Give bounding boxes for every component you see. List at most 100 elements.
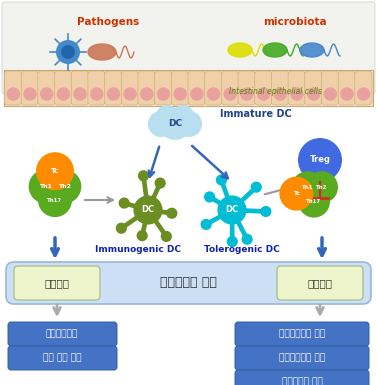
- Text: Th2: Th2: [316, 185, 328, 190]
- Circle shape: [172, 105, 194, 127]
- Text: Immature DC: Immature DC: [220, 109, 292, 119]
- Text: Tc: Tc: [51, 168, 59, 174]
- FancyBboxPatch shape: [104, 71, 122, 105]
- FancyBboxPatch shape: [271, 71, 288, 105]
- Circle shape: [251, 182, 262, 193]
- Circle shape: [156, 105, 178, 127]
- Circle shape: [41, 88, 53, 100]
- Circle shape: [298, 138, 342, 182]
- Circle shape: [218, 196, 247, 224]
- FancyBboxPatch shape: [205, 71, 222, 105]
- Circle shape: [57, 88, 69, 100]
- Text: Th17: Th17: [307, 199, 322, 204]
- Text: Treg: Treg: [310, 156, 331, 164]
- FancyBboxPatch shape: [188, 71, 205, 105]
- Text: DC: DC: [168, 119, 182, 129]
- Circle shape: [174, 88, 186, 100]
- FancyBboxPatch shape: [71, 71, 89, 105]
- Circle shape: [158, 88, 170, 100]
- Circle shape: [216, 174, 227, 186]
- Text: 이식거부반응 완화: 이식거부반응 완화: [279, 353, 325, 363]
- Circle shape: [341, 88, 353, 100]
- FancyBboxPatch shape: [138, 71, 155, 105]
- Circle shape: [138, 170, 149, 181]
- Circle shape: [166, 208, 178, 219]
- Circle shape: [24, 88, 36, 100]
- Circle shape: [242, 234, 253, 245]
- FancyBboxPatch shape: [121, 71, 138, 105]
- Circle shape: [159, 108, 191, 140]
- FancyBboxPatch shape: [88, 71, 105, 105]
- Text: microbiota: microbiota: [263, 17, 327, 27]
- Text: 자가면역질환 치료: 자가면역질환 치료: [279, 330, 325, 338]
- Text: 장내 감염 치료: 장내 감염 치료: [43, 353, 81, 363]
- FancyBboxPatch shape: [155, 71, 172, 105]
- Text: DC: DC: [141, 206, 155, 214]
- Circle shape: [133, 196, 162, 224]
- Circle shape: [176, 111, 202, 137]
- Circle shape: [155, 177, 166, 189]
- Circle shape: [257, 88, 270, 100]
- Text: Th1: Th1: [39, 184, 52, 189]
- Polygon shape: [300, 43, 324, 57]
- Circle shape: [74, 88, 86, 100]
- FancyBboxPatch shape: [38, 71, 55, 105]
- FancyBboxPatch shape: [14, 266, 100, 300]
- FancyBboxPatch shape: [255, 71, 272, 105]
- Circle shape: [61, 45, 75, 59]
- Circle shape: [56, 40, 80, 64]
- Circle shape: [191, 88, 203, 100]
- FancyBboxPatch shape: [2, 2, 375, 94]
- Text: Th1: Th1: [302, 185, 313, 190]
- Circle shape: [324, 88, 336, 100]
- Text: 점막백신개발: 점막백신개발: [46, 330, 78, 338]
- FancyBboxPatch shape: [322, 71, 339, 105]
- Circle shape: [124, 88, 136, 100]
- Circle shape: [291, 88, 303, 100]
- FancyBboxPatch shape: [235, 370, 369, 385]
- Text: DC: DC: [225, 206, 239, 214]
- FancyBboxPatch shape: [221, 71, 239, 105]
- FancyBboxPatch shape: [171, 71, 188, 105]
- Text: 점막관용: 점막관용: [308, 278, 333, 288]
- Circle shape: [116, 223, 127, 234]
- Circle shape: [207, 88, 219, 100]
- Circle shape: [29, 169, 63, 204]
- Circle shape: [91, 88, 103, 100]
- Text: Tolerogenic DC: Tolerogenic DC: [204, 246, 280, 254]
- FancyBboxPatch shape: [6, 262, 371, 304]
- Text: 점막면역: 점막면역: [44, 278, 69, 288]
- Circle shape: [260, 206, 271, 217]
- FancyBboxPatch shape: [338, 71, 355, 105]
- Circle shape: [36, 152, 74, 190]
- FancyBboxPatch shape: [21, 71, 38, 105]
- Circle shape: [291, 171, 323, 203]
- Circle shape: [298, 186, 330, 218]
- FancyBboxPatch shape: [277, 266, 363, 300]
- Text: 점막항상성 조절: 점막항상성 조절: [160, 276, 217, 290]
- FancyBboxPatch shape: [238, 71, 255, 105]
- Text: Pathogens: Pathogens: [77, 17, 139, 27]
- Polygon shape: [88, 44, 116, 60]
- Circle shape: [48, 169, 81, 204]
- FancyBboxPatch shape: [355, 71, 372, 105]
- Circle shape: [7, 88, 19, 100]
- Text: Intestinal epithelial cells: Intestinal epithelial cells: [229, 87, 322, 95]
- FancyBboxPatch shape: [235, 322, 369, 346]
- FancyBboxPatch shape: [305, 71, 322, 105]
- Circle shape: [224, 88, 236, 100]
- Circle shape: [308, 88, 320, 100]
- FancyBboxPatch shape: [151, 114, 199, 132]
- FancyBboxPatch shape: [8, 346, 117, 370]
- Circle shape: [107, 88, 120, 100]
- Polygon shape: [228, 43, 252, 57]
- Circle shape: [119, 198, 130, 209]
- FancyBboxPatch shape: [288, 71, 305, 105]
- Polygon shape: [263, 43, 287, 57]
- Text: Immunogenic DC: Immunogenic DC: [95, 246, 181, 254]
- Circle shape: [161, 231, 172, 242]
- FancyBboxPatch shape: [55, 71, 72, 105]
- Circle shape: [204, 191, 215, 203]
- Text: Th17: Th17: [48, 198, 63, 203]
- Circle shape: [241, 88, 253, 100]
